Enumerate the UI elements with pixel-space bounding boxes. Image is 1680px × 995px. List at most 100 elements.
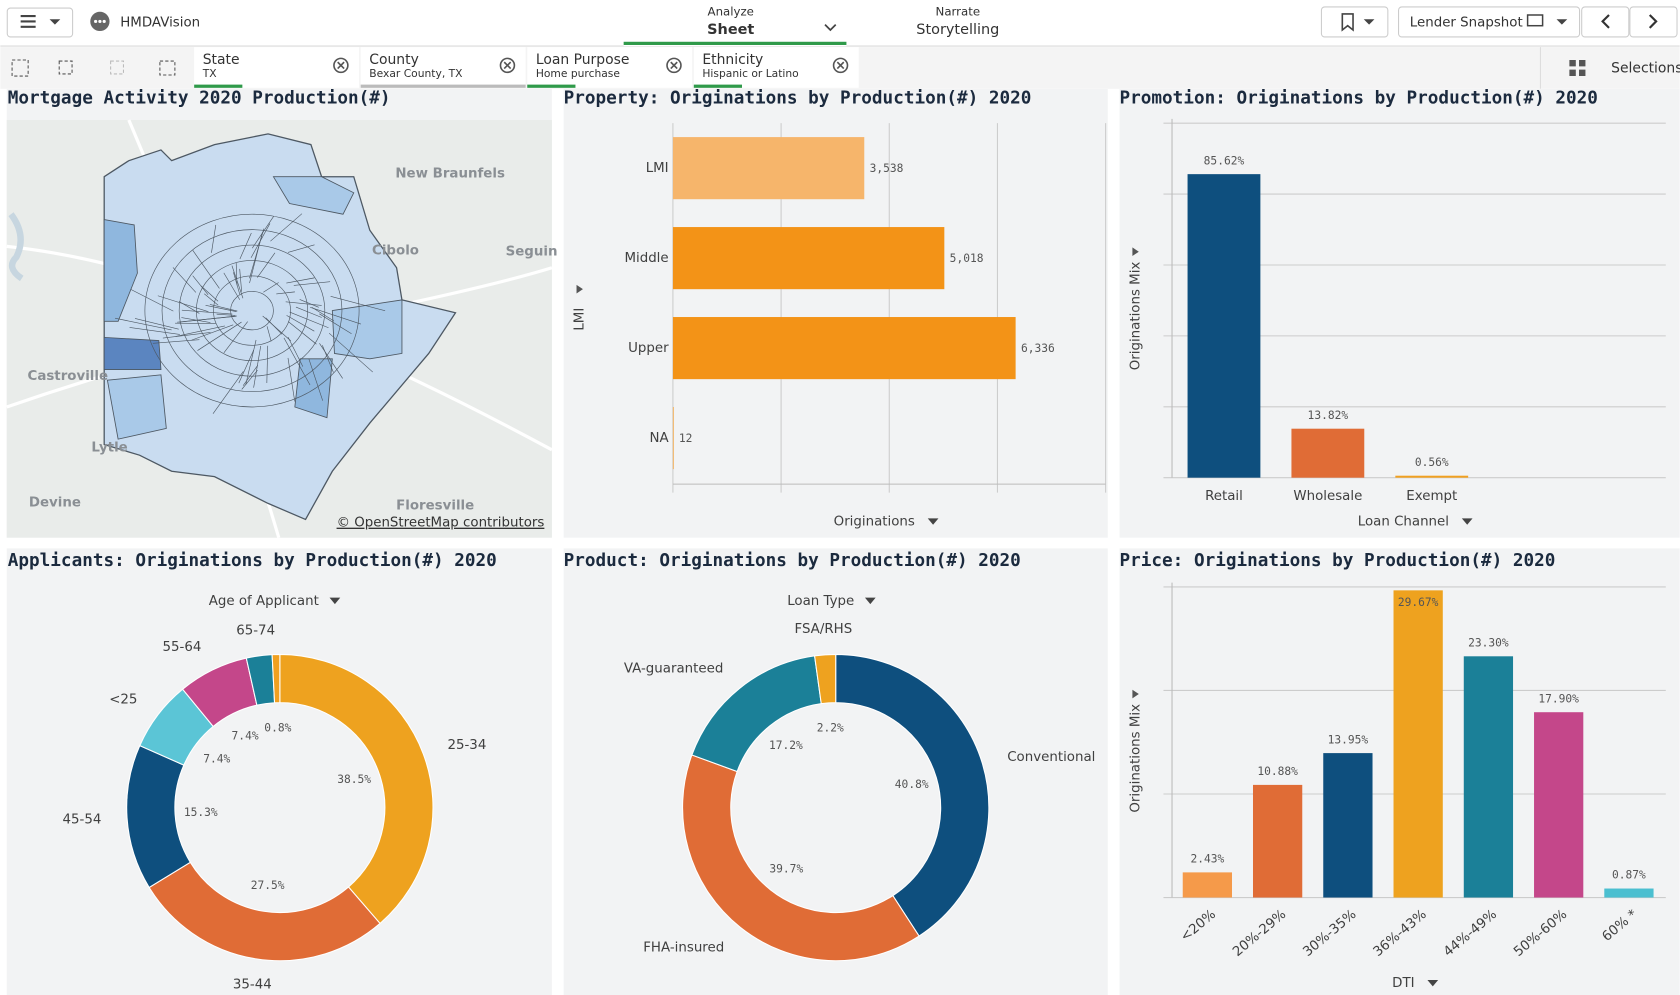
filter-value: TX — [202, 67, 217, 80]
place-label: Floresville — [396, 499, 474, 514]
value-label: 6,336 — [1021, 342, 1055, 355]
bar[interactable] — [1604, 888, 1654, 898]
selections-icon[interactable] — [1569, 59, 1586, 77]
bar[interactable] — [1291, 428, 1365, 478]
donut-segment[interactable] — [813, 653, 837, 705]
dimension-label[interactable]: Loan Type — [787, 594, 854, 609]
tract-boundary — [289, 311, 329, 329]
tract-boundary — [330, 296, 386, 312]
tract-boundary — [270, 213, 303, 242]
tract-boundary — [130, 288, 174, 312]
tract-ring — [144, 213, 360, 408]
analyze-tab[interactable] — [623, 0, 847, 47]
map-attribution[interactable]: © OpenStreetMap contributors — [337, 516, 545, 531]
place-label: Lytle — [91, 441, 127, 456]
next-icon — [1648, 14, 1658, 29]
map-water — [8, 212, 24, 282]
filter-chip[interactable] — [693, 47, 859, 88]
donut-segment[interactable] — [271, 653, 281, 704]
tab-label[interactable]: Narrate — [936, 4, 981, 18]
value-label: 38.5% — [337, 773, 371, 786]
dimension-label[interactable]: Age of Applicant — [209, 594, 319, 609]
bar[interactable] — [1323, 753, 1373, 898]
panel-title: Promotion: Originations by Production(#)… — [1120, 89, 1598, 109]
tract-boundary — [328, 332, 373, 373]
value-label: 39.7% — [769, 863, 803, 876]
x-axis-title[interactable]: DTI — [1392, 976, 1414, 991]
dropdown-caret[interactable] — [329, 597, 341, 605]
selections-label[interactable]: Selections — [1611, 61, 1680, 77]
dropdown-caret[interactable] — [864, 597, 876, 605]
tract-boundary — [129, 327, 180, 335]
bar[interactable] — [1393, 590, 1443, 898]
tract-boundary — [192, 250, 220, 289]
bar[interactable] — [1187, 174, 1261, 478]
tract-boundary — [311, 307, 335, 322]
value-label: 27.5% — [251, 879, 285, 892]
tract-boundary — [162, 332, 211, 339]
tab-caret — [824, 24, 837, 32]
y-axis-toggle[interactable] — [1132, 247, 1139, 256]
x-axis-title[interactable]: Originations — [834, 515, 915, 530]
smart-search-button[interactable] — [11, 59, 29, 77]
category-label: 65-74 — [236, 623, 275, 638]
bookmark-button[interactable] — [1320, 6, 1389, 38]
dropdown-caret[interactable] — [1427, 980, 1439, 987]
category-label: 35-44 — [233, 977, 272, 992]
step-forward-button[interactable] — [110, 60, 125, 75]
previous-sheet-button[interactable] — [1581, 6, 1630, 38]
value-label: 17.2% — [769, 739, 803, 752]
filter-chip[interactable] — [360, 47, 526, 88]
bar[interactable] — [1182, 872, 1233, 898]
y-axis-toggle[interactable] — [1132, 689, 1139, 699]
filter-name: Ethnicity — [702, 52, 763, 68]
bar[interactable] — [672, 317, 1016, 380]
next-sheet-button[interactable] — [1629, 6, 1678, 38]
y-axis-title[interactable]: LMI — [573, 308, 588, 331]
tract-boundary — [252, 216, 274, 249]
tract-boundary — [287, 336, 304, 367]
clear-all-button[interactable] — [159, 60, 176, 76]
donut-segment[interactable] — [835, 653, 990, 937]
tract-boundary — [262, 315, 292, 342]
bar[interactable] — [672, 227, 945, 290]
filter-chip[interactable] — [194, 47, 360, 88]
y-axis-title[interactable]: Originations Mix — [1129, 704, 1144, 813]
bar[interactable] — [1534, 712, 1584, 898]
tab-value[interactable]: Storytelling — [916, 22, 999, 38]
menu-caret — [49, 19, 61, 25]
bar[interactable] — [1463, 656, 1514, 898]
tract-boundary — [266, 345, 269, 383]
dropdown-caret[interactable] — [1461, 518, 1473, 525]
value-label: 13.95% — [1328, 733, 1369, 746]
category-label: Conventional — [1007, 750, 1095, 765]
donut-segment[interactable] — [279, 653, 434, 925]
value-label: 29.67% — [1398, 596, 1439, 609]
filter-name: County — [369, 52, 419, 68]
sheet-name: Lender Snapshot — [1410, 15, 1523, 30]
place-label: New Braunfels — [395, 167, 505, 182]
bar[interactable] — [1395, 475, 1469, 478]
filter-indicator — [527, 84, 576, 88]
x-axis-title[interactable]: Loan Channel — [1358, 515, 1449, 530]
menu-button[interactable] — [6, 7, 74, 38]
tract-boundary — [197, 321, 242, 351]
category-label: Retail — [1205, 489, 1243, 504]
bar[interactable] — [672, 406, 674, 470]
y-axis-toggle[interactable] — [576, 284, 583, 294]
filter-chip[interactable] — [527, 47, 693, 88]
tract-ring — [161, 229, 343, 392]
filter-value: Home purchase — [536, 67, 621, 80]
bar[interactable] — [1252, 784, 1303, 898]
tract — [103, 336, 162, 370]
panel-title: Applicants: Originations by Production(#… — [8, 551, 497, 571]
dropdown-caret[interactable] — [927, 518, 939, 525]
bookmark-caret — [1363, 19, 1375, 25]
bar[interactable] — [672, 137, 865, 200]
tract-boundary — [242, 365, 258, 386]
y-axis-title[interactable]: Originations Mix — [1129, 262, 1144, 371]
donut-segment[interactable] — [682, 754, 920, 962]
active-tab-indicator — [623, 41, 847, 45]
category-label: VA-guaranteed — [624, 661, 724, 676]
